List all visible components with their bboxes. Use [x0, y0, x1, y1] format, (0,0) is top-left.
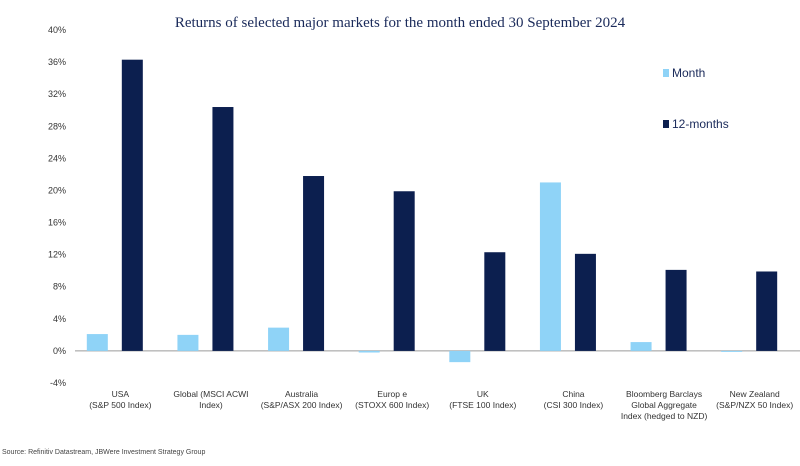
- y-tick-label: 8%: [53, 282, 66, 292]
- bar-12-months: [303, 176, 325, 351]
- bar-month: [177, 334, 199, 351]
- bar-month: [721, 350, 743, 352]
- category-label: Global (MSCI ACWI Index): [173, 389, 248, 410]
- legend-label: Month: [672, 66, 705, 80]
- bar-month: [358, 350, 380, 353]
- y-tick-label: 28%: [48, 121, 66, 131]
- legend-swatch: [663, 120, 669, 128]
- source-note: Source: Refinitiv Datastream, JBWere Inv…: [2, 449, 205, 456]
- bar-month: [449, 350, 471, 363]
- y-tick-label: 36%: [48, 57, 66, 67]
- y-tick-label: 24%: [48, 153, 66, 163]
- category-label: Europ e (STOXX 600 Index): [355, 389, 429, 410]
- category-label: New Zealand (S&P/NZX 50 Index): [716, 389, 793, 410]
- bar-12-months: [393, 191, 415, 351]
- y-tick-label: 40%: [48, 25, 66, 35]
- legend-swatch: [663, 69, 669, 77]
- bar-month: [86, 334, 108, 351]
- y-tick-label: 16%: [48, 218, 66, 228]
- bar-12-months: [756, 271, 778, 351]
- category-labels: USA (S&P 500 Index) Global (MSCI ACWI Index…: [89, 389, 793, 421]
- bar-12-months: [121, 59, 143, 351]
- bar-month: [539, 182, 561, 351]
- legend: Month 12-months: [663, 66, 729, 131]
- y-tick-label: 12%: [48, 250, 66, 260]
- category-label: UK (FTSE 100 Index): [449, 389, 516, 410]
- bars: [86, 59, 778, 363]
- bar-month: [630, 342, 652, 351]
- category-label: Australia (S&P/ASX 200 Index): [261, 389, 343, 410]
- bar-month: [268, 327, 290, 351]
- category-label: USA (S&P 500 Index): [89, 389, 151, 410]
- category-label: China (CSI 300 Index): [544, 389, 604, 410]
- legend-label: 12-months: [672, 117, 729, 131]
- bar-12-months: [665, 269, 687, 351]
- y-tick-label: 32%: [48, 89, 66, 99]
- chart-title: Returns of selected major markets for th…: [175, 15, 626, 31]
- bar-12-months: [574, 253, 596, 351]
- y-tick-label: 4%: [53, 314, 66, 324]
- y-tick-label: -4%: [50, 378, 66, 388]
- y-tick-label: 0%: [53, 346, 66, 356]
- y-axis: -4% 0% 4% 8% 12% 16% 20% 24% 28% 32% 36% 40%: [48, 25, 66, 388]
- bar-12-months: [484, 252, 506, 351]
- category-label: Bloomberg Barclays Global Aggregate Index …: [621, 389, 708, 421]
- bar-12-months: [212, 107, 234, 351]
- y-tick-label: 20%: [48, 185, 66, 195]
